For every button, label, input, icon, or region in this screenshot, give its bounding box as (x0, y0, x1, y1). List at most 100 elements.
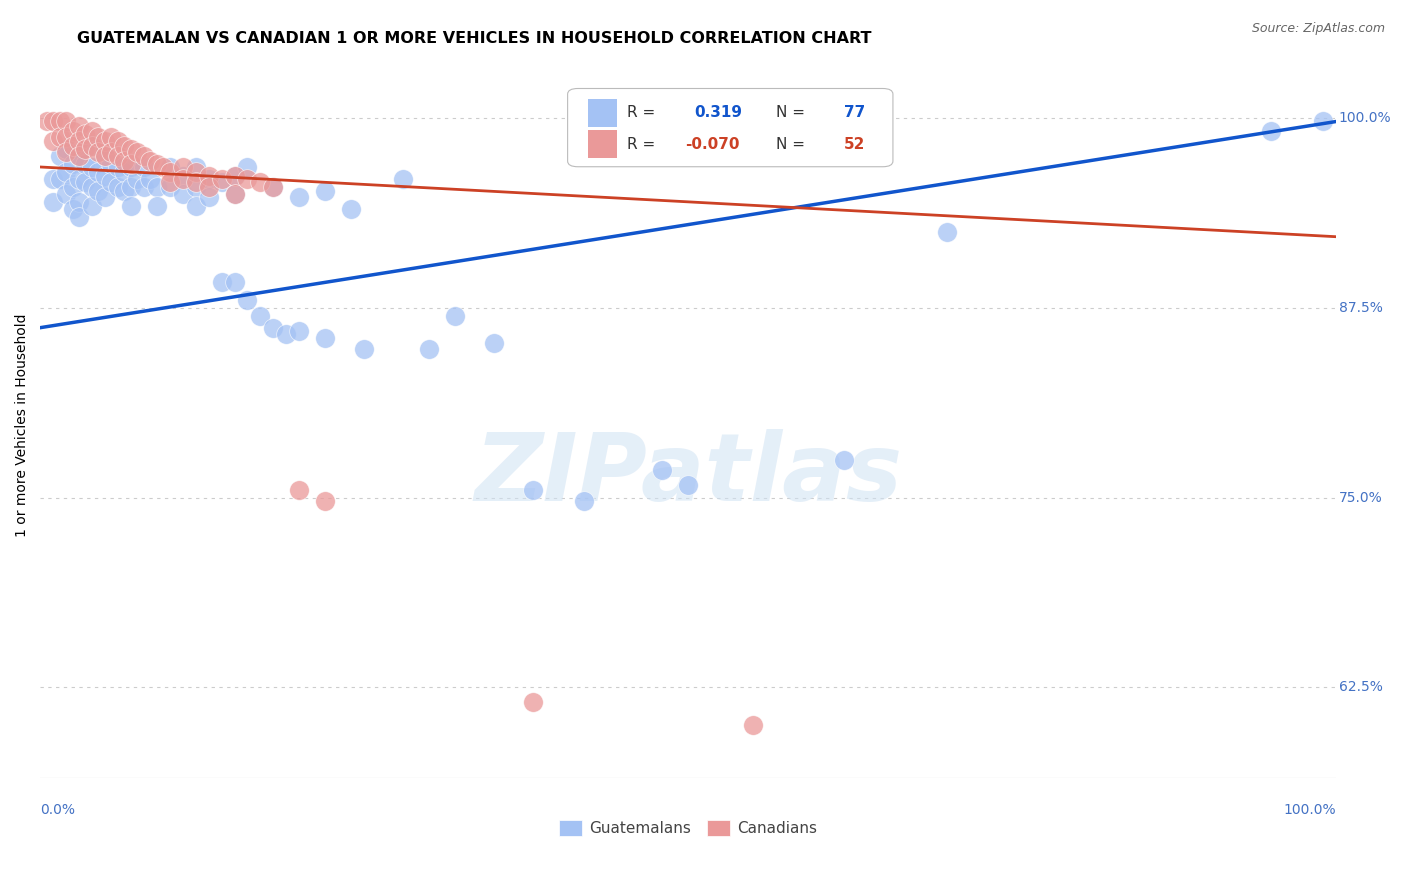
Point (55, 129, 77, 144)
Point (224, 187, 246, 202)
Point (87, 145, 110, 159)
FancyBboxPatch shape (588, 130, 617, 159)
Point (132, 179, 155, 194)
Point (75, 142, 97, 156)
Point (42, 194, 65, 209)
Point (522, 695, 544, 709)
Point (184, 175, 207, 189)
Point (172, 187, 194, 202)
Point (35, 114, 58, 128)
Point (67, 210, 90, 224)
Point (112, 153, 135, 168)
Text: -0.070: -0.070 (686, 136, 740, 152)
Point (120, 199, 142, 213)
Point (676, 478, 699, 492)
Point (107, 134, 129, 148)
FancyBboxPatch shape (568, 88, 893, 167)
Point (211, 275, 233, 289)
Point (87, 164, 110, 178)
Point (152, 160, 174, 174)
Text: Source: ZipAtlas.com: Source: ZipAtlas.com (1251, 22, 1385, 36)
Text: N =: N = (776, 105, 810, 120)
Point (55, 145, 77, 159)
Point (67, 194, 90, 209)
Point (172, 160, 194, 174)
Point (340, 202, 363, 217)
Point (172, 169, 194, 183)
Text: R =: R = (627, 136, 661, 152)
Point (94, 190, 117, 204)
Text: 87.5%: 87.5% (1339, 301, 1382, 315)
Point (936, 225, 959, 239)
Point (62, 157, 84, 171)
Point (67, 149, 90, 163)
Point (224, 187, 246, 202)
Point (353, 342, 375, 356)
Point (522, 483, 544, 497)
Point (80, 160, 103, 174)
Point (224, 169, 246, 183)
Point (80, 199, 103, 213)
Point (112, 164, 135, 178)
Point (55, 114, 77, 128)
Point (80, 179, 103, 194)
Point (288, 324, 311, 338)
Point (145, 199, 167, 213)
Point (112, 138, 135, 153)
Point (184, 199, 207, 213)
Point (314, 184, 336, 198)
Point (67, 149, 90, 163)
Point (42, 172, 65, 186)
Point (159, 179, 181, 194)
Text: 75.0%: 75.0% (1339, 491, 1382, 505)
Point (236, 160, 259, 174)
Point (62, 138, 84, 153)
Point (314, 331, 336, 345)
Point (197, 169, 219, 183)
Point (651, 463, 673, 477)
Y-axis label: 1 or more Vehicles in Household: 1 or more Vehicles in Household (15, 314, 30, 537)
Point (127, 172, 149, 186)
Point (197, 172, 219, 186)
Point (42, 134, 65, 148)
Point (288, 190, 311, 204)
Point (132, 160, 155, 174)
Point (276, 326, 298, 341)
Point (55, 142, 77, 156)
Point (262, 320, 284, 334)
Point (211, 175, 233, 189)
Point (75, 175, 97, 189)
Point (197, 179, 219, 194)
Point (80, 138, 103, 153)
Point (87, 184, 110, 198)
Point (48, 129, 70, 144)
Point (107, 179, 129, 194)
Point (107, 149, 129, 163)
Point (80, 123, 103, 137)
Text: 52: 52 (844, 136, 865, 152)
Text: 0.319: 0.319 (695, 105, 742, 120)
Text: N =: N = (776, 136, 810, 152)
Point (236, 293, 259, 308)
Point (48, 149, 70, 163)
Point (184, 179, 207, 194)
Text: R =: R = (627, 105, 661, 120)
Point (80, 138, 103, 153)
Point (159, 164, 181, 178)
Text: 0.0%: 0.0% (41, 803, 75, 817)
Point (482, 335, 505, 350)
Point (172, 172, 194, 186)
Point (1312, 114, 1334, 128)
Point (249, 175, 271, 189)
Point (159, 160, 181, 174)
Point (159, 175, 181, 189)
Point (392, 172, 415, 186)
Point (224, 169, 246, 183)
Text: ZIPatlas: ZIPatlas (474, 429, 903, 521)
Point (184, 160, 207, 174)
Point (62, 202, 84, 217)
Point (120, 157, 142, 171)
Point (55, 164, 77, 178)
Point (100, 175, 122, 189)
Point (120, 179, 142, 194)
